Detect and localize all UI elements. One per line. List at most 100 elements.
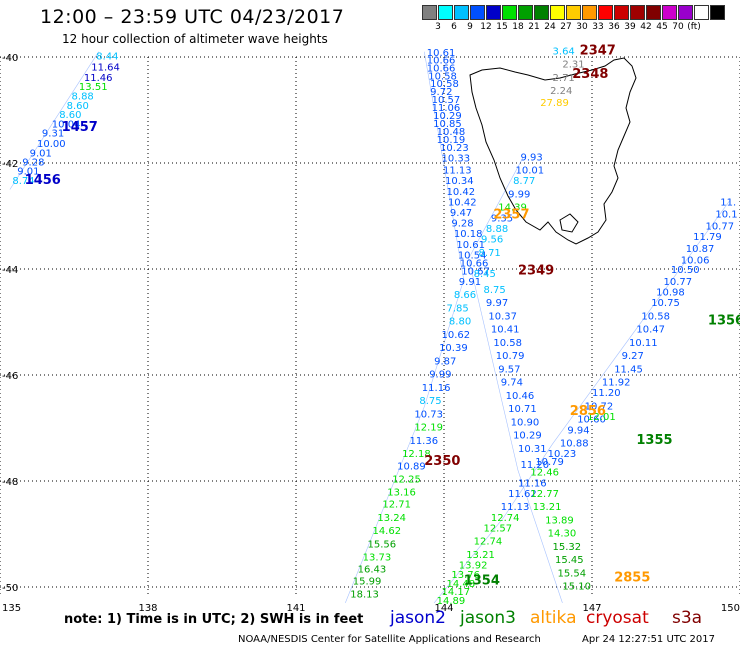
wave-height-label: 15.99 [353,576,382,587]
wave-height-label: 9.93 [520,152,542,163]
pass-label: 1356 [708,314,740,329]
wave-height-label: 10.1 [715,210,737,221]
wave-height-label: 8.45 [474,269,496,280]
wave-height-label: 11.36 [409,436,438,447]
wave-height-label: 8.66 [454,290,476,301]
generated-timestamp: Apr 24 12:27:51 UTC 2017 [582,634,715,645]
wave-height-label: 10.88 [560,439,589,450]
wave-height-label: 10.73 [414,409,443,420]
color-swatch [422,5,437,20]
wave-height-label: 8.88 [72,91,94,102]
wave-height-label: 10.46 [506,391,535,402]
lon-tick-label: 138 [138,603,157,614]
wave-height-label: 10.77 [705,221,734,232]
pass-labels: 1457 1456 2347 2348 2349 2350 1355 1356 1354 2357… [25,43,740,588]
wave-height-label: 10.33 [442,153,471,164]
wave-height-label: 9.31 [42,129,64,140]
lat-tick-label: -44 [2,265,18,276]
wave-height-label: 11.13 [443,166,472,177]
lon-tick-label: 141 [286,603,305,614]
wave-height-label: 9.94 [567,425,589,436]
wave-height-label: 9.87 [434,356,456,367]
wave-height-label: 9.99 [429,370,451,381]
tasmania-outline [469,57,637,245]
islet-outline [559,213,579,233]
mission-jason2: jason2 [390,608,446,628]
wave-height-label: 9.01 [30,149,52,160]
wave-height-label: 9.97 [486,298,508,309]
wave-height-label: 10.67 [461,266,490,277]
wave-height-label: 9.57 [498,364,520,375]
wave-height-label: 10.57 [432,95,461,106]
wave-height-label: 9.01 [17,167,39,178]
wave-height-label: 9.91 [459,277,481,288]
wave-height-label: 10.00 [37,139,66,150]
wave-height-label: 15.10 [562,582,591,593]
color-scale-tick: 3 [435,22,441,32]
wave-height-label: 10.77 [664,277,693,288]
page-title: 12:00 – 23:59 UTC 04/23/2017 [40,6,345,28]
lon-tick-label: 135 [2,603,21,614]
wave-height-label: 10.39 [439,343,468,354]
wave-height-label: 10.29 [513,431,542,442]
wave-height-label: 10.79 [496,351,525,362]
wave-height-label: 11.92 [602,378,631,389]
wave-height-label: 8.74 [12,176,34,187]
wave-height-label: 10.71 [508,404,537,415]
wave-height-label: 14.17 [442,587,471,598]
wave-height-label: 10.58 [493,338,522,349]
color-swatch [630,5,645,20]
wave-height-label: 14.62 [372,526,401,537]
wave-height-label: 9.28 [451,219,473,230]
wave-height-label: 9.27 [622,351,644,362]
pass-label: 1355 [636,433,672,448]
wave-height-label: 12.25 [392,475,421,486]
wave-height-label: 15.32 [553,542,582,553]
mission-altika: altika [530,608,577,628]
wave-height-label: 8.71 [479,248,501,259]
wave-height-label: 2.31 [562,60,584,71]
color-scale-tick: 70 [672,22,684,32]
satellite-track [345,51,465,604]
color-swatch [694,5,709,20]
wave-height-label: 8.75 [483,285,505,296]
lon-tick-label: 147 [582,603,601,614]
pass-label: 1354 [464,573,500,588]
wave-height-label: 11.46 [84,73,113,84]
lon-tick-label: 144 [434,603,453,614]
wave-height-label: 12.74 [491,513,520,524]
wave-height-label: 12.71 [382,500,411,511]
lat-tick-label: -48 [2,477,18,488]
wave-height-label: 10.87 [686,244,715,255]
wave-height-label: 13.21 [466,550,495,561]
color-swatch [550,5,565,20]
wave-height-label: 11. [720,197,736,208]
wave-height-label: 15.54 [557,568,586,579]
footer-note: note: 1) Time is in UTC; 2) SWH is in fe… [64,612,364,627]
page-subtitle: 12 hour collection of altimeter wave hei… [62,32,328,46]
pass-label: 1456 [25,173,61,188]
wave-height-label: 10.01 [516,166,545,177]
lat-tick-label: -46 [2,371,18,382]
color-swatch [566,5,581,20]
pass-label: 2856 [570,404,606,419]
wave-height-label: 10.61 [427,48,456,59]
pass-label: 2348 [572,67,608,82]
wave-height-label: 8.88 [486,224,508,235]
wave-height-label: 11.79 [693,232,722,243]
wave-height-label: 11.64 [91,62,120,73]
wave-height-label: 10.79 [535,457,564,468]
color-scale-tick: 33 [592,22,604,32]
color-swatch [438,5,453,20]
mission-jason3: jason3 [460,608,516,628]
color-scale-tick: 27 [560,22,572,32]
wave-height-label: 10.23 [440,143,469,154]
color-swatch [646,5,661,20]
color-scale-tick: 24 [544,22,556,32]
pass-label: 2347 [580,43,616,58]
wave-height-label: 11.20 [520,460,549,471]
wave-height-labels: 8.4411.6411.4613.518.888.608.6010.049.31… [12,46,737,607]
wave-height-label: 9.47 [450,208,472,219]
wave-height-label: 12.46 [530,468,559,479]
wave-height-label: 13.92 [459,560,488,571]
